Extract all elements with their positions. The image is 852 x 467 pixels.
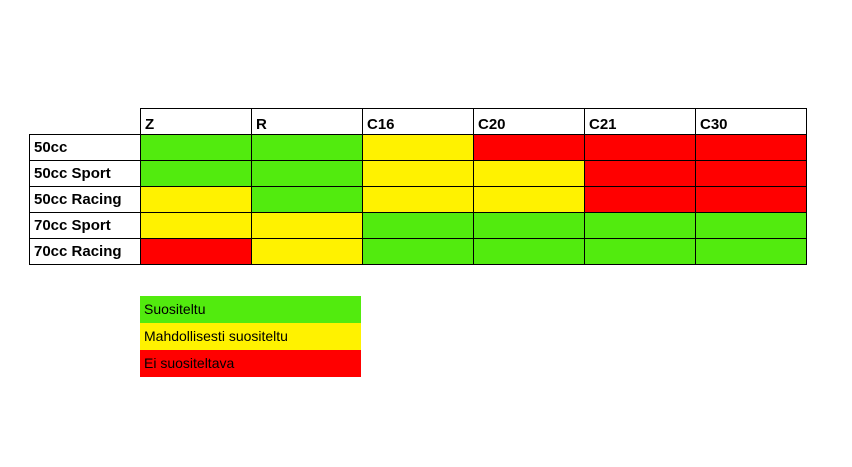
matrix-cell	[251, 186, 363, 213]
matrix-cell	[584, 186, 696, 213]
row-header: 70cc Racing	[29, 238, 141, 265]
matrix-cell	[584, 134, 696, 161]
column-header: C16	[362, 108, 474, 135]
row-header: 70cc Sport	[29, 212, 141, 239]
corner-cell	[29, 108, 141, 135]
legend-item-possibly-recommended: Mahdollisesti suositeltu	[140, 323, 361, 350]
row-header: 50cc Sport	[29, 160, 141, 187]
matrix-cell	[473, 238, 585, 265]
matrix-cell	[473, 212, 585, 239]
table-row: 70cc Racing	[29, 238, 807, 265]
matrix-cell	[251, 160, 363, 187]
column-header: C21	[584, 108, 696, 135]
table-row: 70cc Sport	[29, 212, 807, 239]
matrix-cell	[584, 238, 696, 265]
matrix-cell	[695, 160, 807, 187]
matrix-cell	[140, 238, 252, 265]
matrix-cell	[251, 134, 363, 161]
column-header: C20	[473, 108, 585, 135]
matrix-cell	[362, 212, 474, 239]
matrix-cell	[695, 134, 807, 161]
legend-item-not-recommended: Ei suositeltava	[140, 350, 361, 377]
matrix-cell	[473, 134, 585, 161]
table-row: 50cc	[29, 134, 807, 161]
matrix-cell	[584, 212, 696, 239]
matrix-cell	[140, 134, 252, 161]
column-header: C30	[695, 108, 807, 135]
matrix-cell	[473, 160, 585, 187]
matrix-cell	[362, 238, 474, 265]
matrix-cell	[140, 160, 252, 187]
matrix-cell	[695, 186, 807, 213]
matrix-cell	[362, 160, 474, 187]
column-header: Z	[140, 108, 252, 135]
recommendation-matrix: Z R C16 C20 C21 C30 50cc 50cc Sport 50cc R…	[29, 108, 807, 265]
matrix-cell	[251, 238, 363, 265]
matrix-cell	[140, 186, 252, 213]
matrix-cell	[362, 186, 474, 213]
table-row: 50cc Sport	[29, 160, 807, 187]
matrix-cell	[251, 212, 363, 239]
row-header: 50cc	[29, 134, 141, 161]
matrix-cell	[695, 212, 807, 239]
table-row: 50cc Racing	[29, 186, 807, 213]
matrix-cell	[695, 238, 807, 265]
matrix-cell	[473, 186, 585, 213]
matrix-cell	[140, 212, 252, 239]
header-row: Z R C16 C20 C21 C30	[29, 108, 807, 135]
row-header: 50cc Racing	[29, 186, 141, 213]
legend-item-recommended: Suositeltu	[140, 296, 361, 323]
matrix-cell	[584, 160, 696, 187]
matrix-cell	[362, 134, 474, 161]
legend: Suositeltu Mahdollisesti suositeltu Ei s…	[140, 296, 361, 377]
column-header: R	[251, 108, 363, 135]
